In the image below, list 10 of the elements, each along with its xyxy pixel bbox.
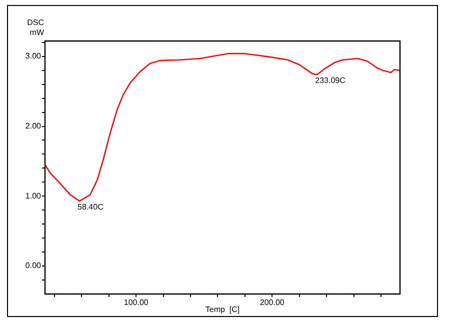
x-axis-title: Temp [C] — [205, 305, 240, 314]
annotation: 233.09C — [315, 76, 346, 85]
y-axis-title: DSC mW — [27, 18, 44, 38]
y-tick-label: 3.00 — [25, 52, 42, 61]
y-tick-label: 0.00 — [25, 261, 42, 270]
x-tick-label: 100.00 — [124, 298, 149, 308]
x-tick-label: 200.00 — [260, 298, 285, 308]
annotation: 58.40C — [78, 202, 104, 212]
y-tick-label: 1.00 — [25, 191, 42, 200]
y-tick-label: 2.00 — [25, 121, 42, 130]
